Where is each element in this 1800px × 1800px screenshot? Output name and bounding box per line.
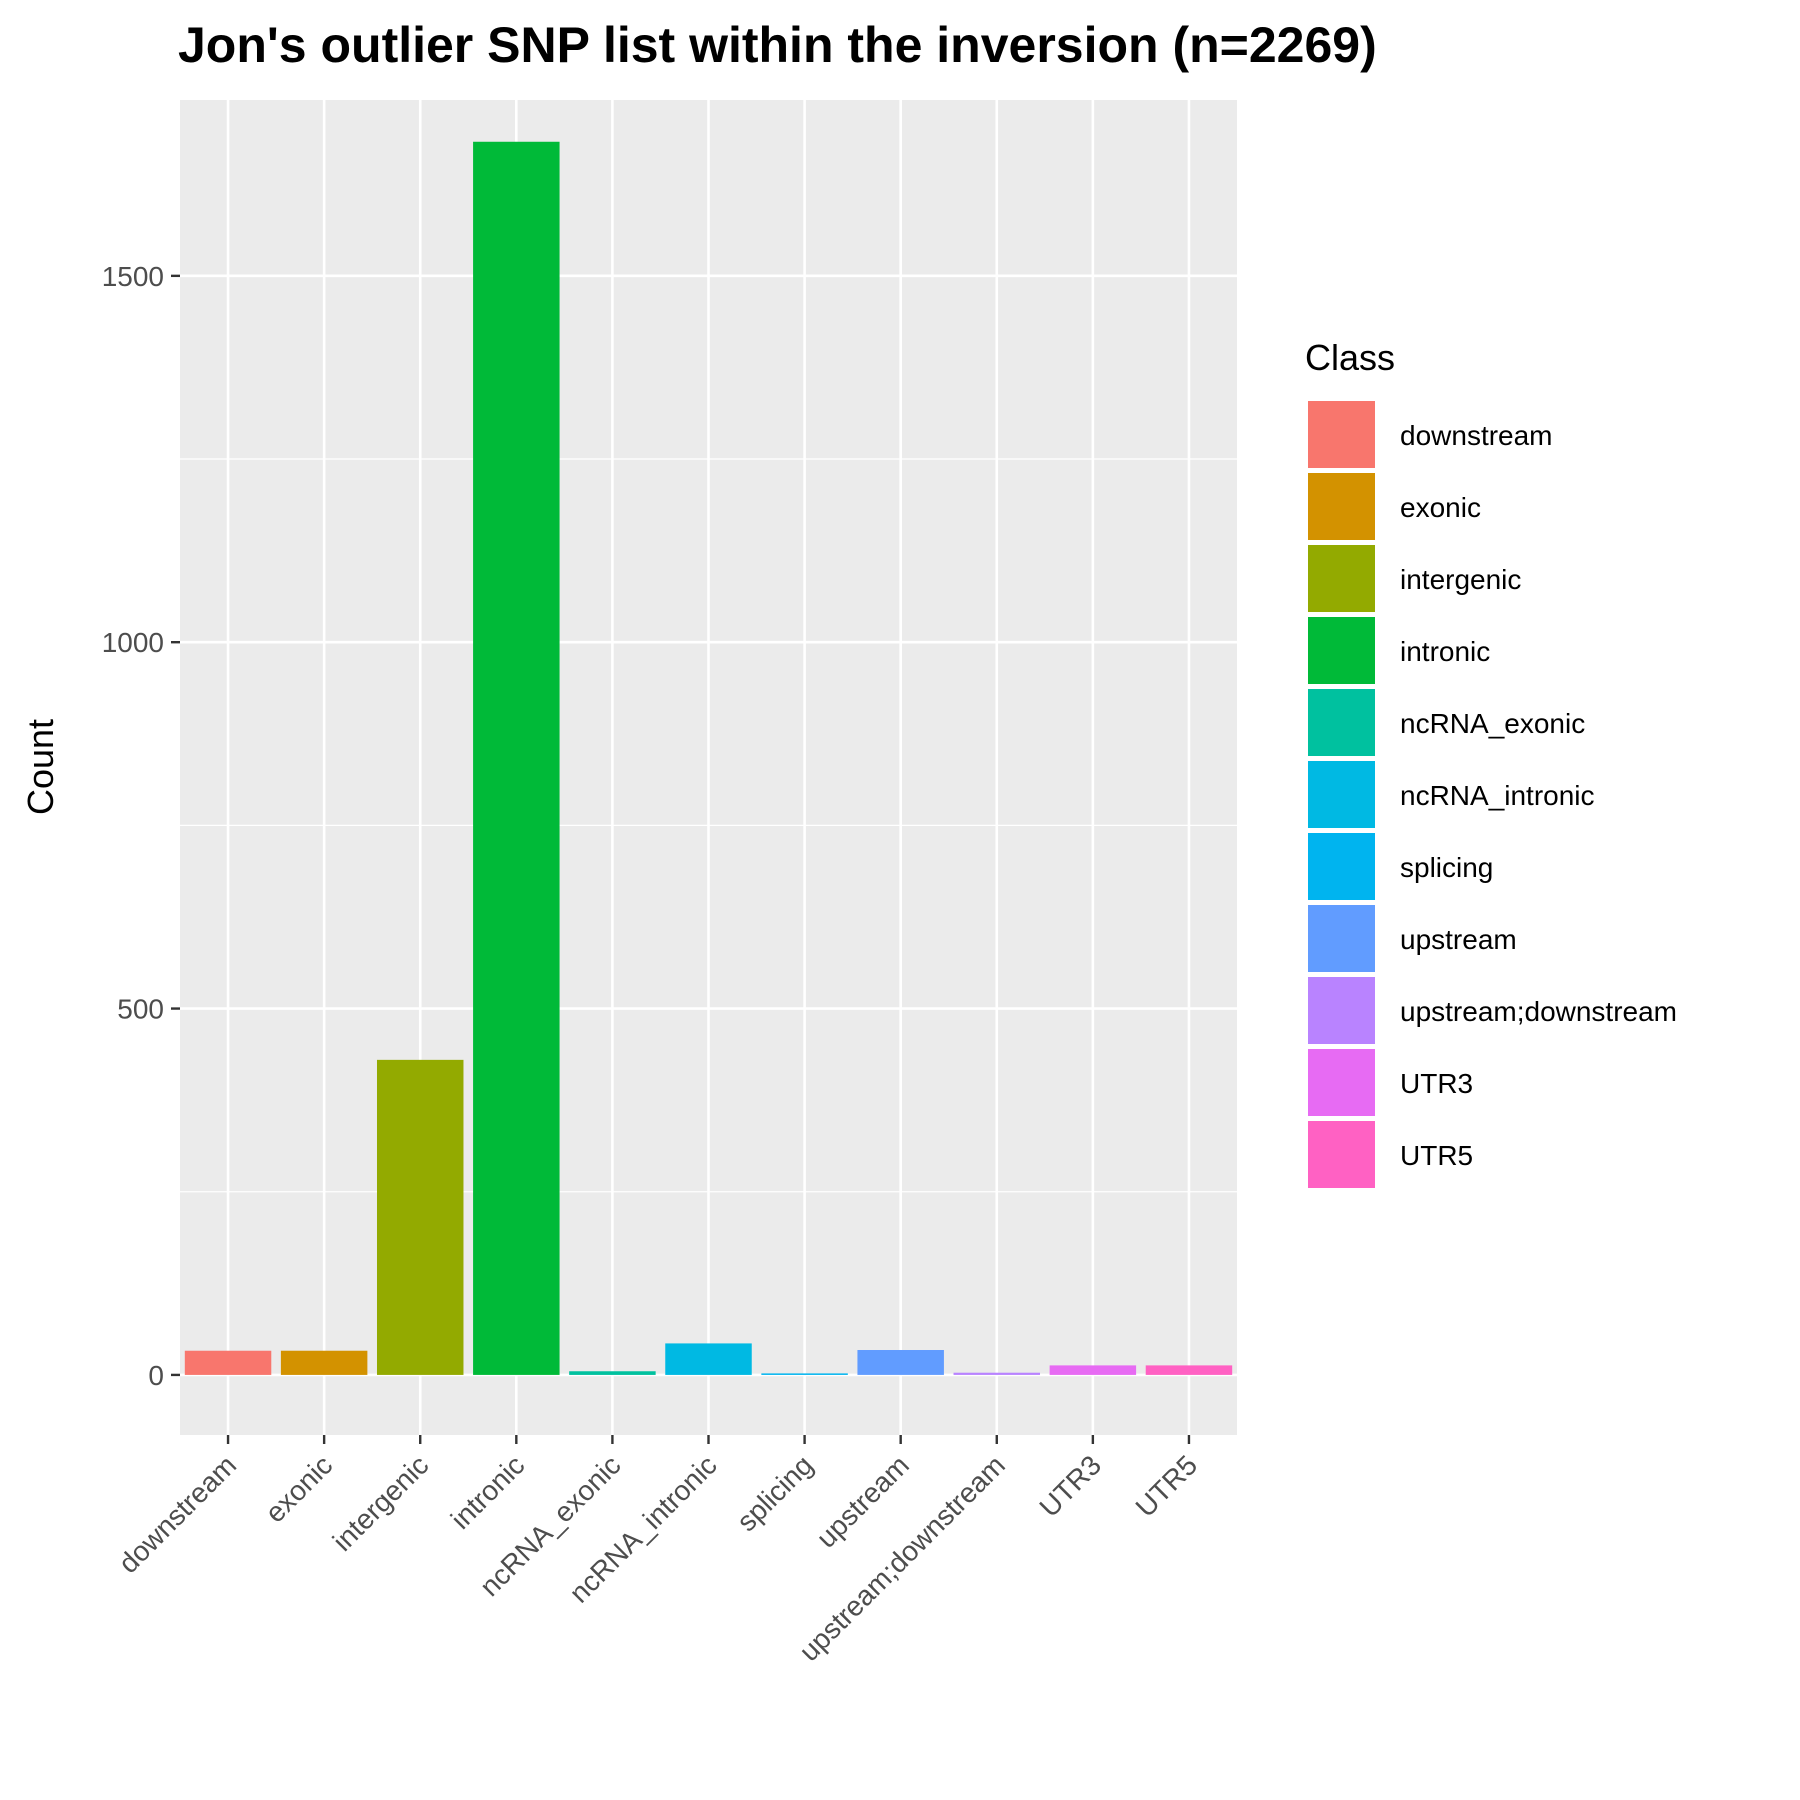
y-tick-label: 500 [117, 994, 164, 1025]
x-tick-label: UTR5 [1130, 1449, 1204, 1523]
bar-utr5 [1145, 1365, 1233, 1375]
legend-key [1306, 759, 1377, 830]
x-tick-label: exonic [259, 1449, 338, 1528]
bar-utr3 [1049, 1365, 1137, 1375]
y-axis: 0 500 1000 1500 [102, 261, 180, 1391]
legend-label: intergenic [1400, 564, 1521, 595]
bars [184, 141, 1233, 1375]
legend-key [1306, 687, 1377, 758]
legend-key [1306, 615, 1377, 686]
legend: Class downstream exonic intergenic intronic… [1305, 337, 1677, 1190]
legend-label: UTR5 [1400, 1140, 1473, 1171]
legend-key [1306, 543, 1377, 614]
x-tick-label: downstream [113, 1449, 243, 1579]
bar-ncrna-intronic [665, 1343, 752, 1375]
legend-label: ncRNA_intronic [1400, 780, 1595, 811]
legend-label: upstream [1400, 924, 1517, 955]
legend-label: downstream [1400, 420, 1553, 451]
chart-title: Jon's outlier SNP list within the invers… [178, 17, 1377, 73]
legend-title: Class [1305, 337, 1395, 378]
bar-intronic [473, 141, 560, 1375]
bar-exonic [280, 1350, 368, 1375]
legend-label: splicing [1400, 852, 1493, 883]
legend-label: UTR3 [1400, 1068, 1473, 1099]
x-tick-label: UTR3 [1033, 1449, 1107, 1523]
x-tick-label: intronic [445, 1449, 531, 1535]
x-tick-label: splicing [731, 1449, 819, 1537]
legend-key [1306, 1119, 1377, 1190]
bar-splicing [761, 1373, 848, 1375]
bar-upstream-downstream [953, 1372, 1041, 1375]
legend-key [1306, 1047, 1377, 1118]
legend-key [1306, 399, 1377, 470]
bar-intergenic [376, 1059, 464, 1375]
y-tick-label: 0 [148, 1360, 164, 1391]
legend-label: upstream;downstream [1400, 996, 1677, 1027]
x-tick-label: intergenic [327, 1449, 435, 1557]
y-tick-label: 1500 [102, 261, 164, 292]
legend-key [1306, 975, 1377, 1046]
y-axis-title: Count [20, 719, 61, 815]
bar-upstream [857, 1350, 944, 1375]
legend-key [1306, 471, 1377, 542]
legend-label: exonic [1400, 492, 1481, 523]
bar-ncrna-exonic [569, 1371, 656, 1375]
bar-downstream [184, 1350, 272, 1375]
legend-key [1306, 831, 1377, 902]
legend-label: ncRNA_exonic [1400, 708, 1585, 739]
y-tick-label: 1000 [102, 627, 164, 658]
legend-label: intronic [1400, 636, 1490, 667]
legend-key [1306, 903, 1377, 974]
